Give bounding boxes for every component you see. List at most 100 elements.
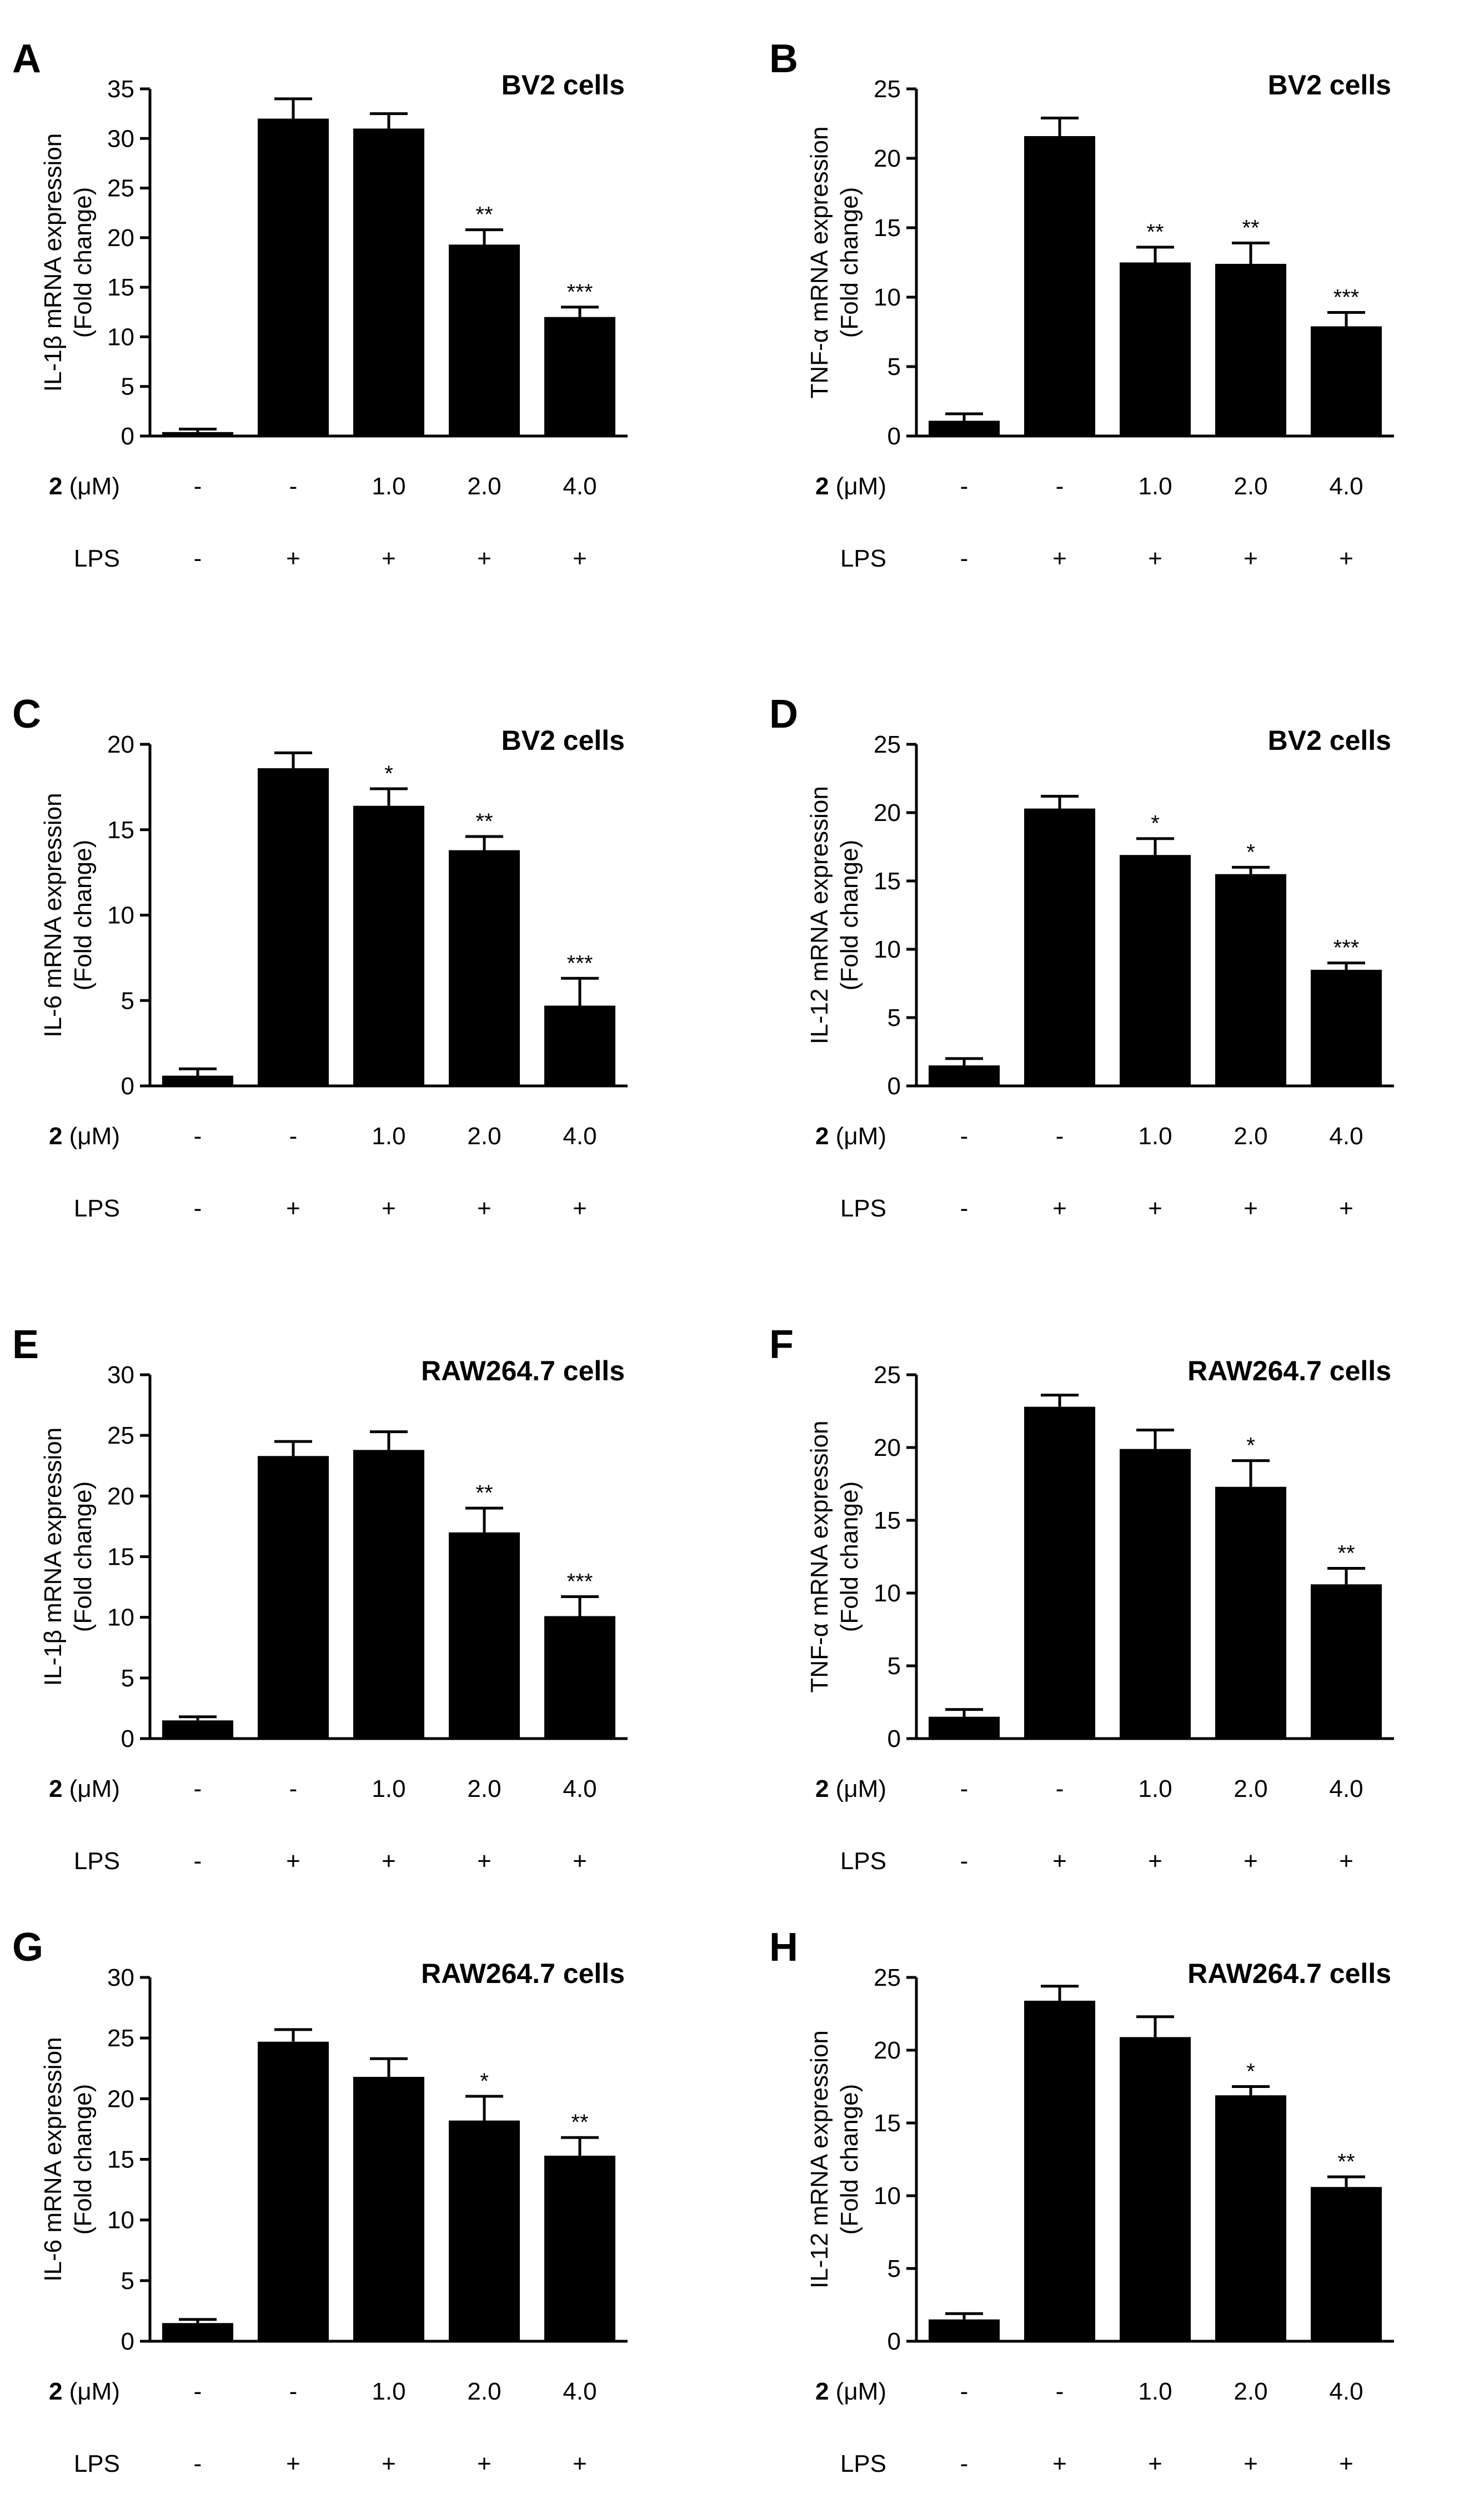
panel-letter: E xyxy=(12,1323,39,1367)
y-tick-label: 25 xyxy=(874,731,901,758)
dose-value: - xyxy=(289,1123,298,1150)
lps-state: - xyxy=(960,2450,969,2477)
significance-marker: ** xyxy=(475,809,493,834)
bar xyxy=(1120,855,1191,1086)
lps-state: + xyxy=(1148,545,1162,572)
panel-letter: A xyxy=(12,37,41,81)
lps-state: + xyxy=(1052,1195,1067,1222)
y-tick-label: 5 xyxy=(121,373,134,400)
bar xyxy=(1311,1584,1382,1739)
y-axis-label-line1: IL-12 mRNA expression xyxy=(806,2030,833,2288)
y-axis-label-line1: IL-12 mRNA expression xyxy=(806,786,833,1044)
y-axis-label-line1: IL-6 mRNA expression xyxy=(39,793,67,1037)
dose-value: - xyxy=(960,2378,969,2405)
bar xyxy=(353,2077,424,2341)
y-tick-label: 15 xyxy=(874,214,901,242)
significance-marker: * xyxy=(480,2069,489,2094)
dose-value: 2.0 xyxy=(467,2378,501,2405)
bar xyxy=(929,420,1000,436)
dose-value: - xyxy=(289,473,298,500)
significance-marker: ** xyxy=(571,2110,588,2135)
dose-value: 1.0 xyxy=(1138,473,1172,500)
dose-value: - xyxy=(194,473,202,500)
bar xyxy=(544,2155,615,2341)
lps-state: + xyxy=(1148,1195,1162,1222)
lps-state: + xyxy=(1244,545,1258,572)
bar xyxy=(449,1532,520,1739)
y-axis-label: IL-1β mRNA expression (Fold change) xyxy=(39,133,97,392)
lps-state: + xyxy=(573,545,587,572)
bar xyxy=(258,118,329,437)
cell-type-title: BV2 cells xyxy=(1268,69,1391,101)
bar xyxy=(1311,2187,1382,2341)
compound-number: 2 xyxy=(815,1775,829,1802)
bar xyxy=(162,1720,233,1739)
y-axis-label-line2: (Fold change) xyxy=(836,840,863,990)
lps-row-label: LPS xyxy=(74,545,120,572)
y-tick-label: 20 xyxy=(874,1434,901,1461)
compound-unit: (μM) xyxy=(829,2378,886,2405)
y-tick-label: 30 xyxy=(107,1964,134,1991)
lps-state: + xyxy=(573,2450,587,2477)
lps-state: + xyxy=(382,1195,396,1222)
compound-row-label: 2 (μM) xyxy=(815,1775,886,1802)
y-axis-label: IL-12 mRNA expression (Fold change) xyxy=(806,2030,863,2288)
y-axis-label-line1: IL-1β mRNA expression xyxy=(39,1428,67,1686)
compound-number: 2 xyxy=(49,1775,62,1802)
significance-marker: *** xyxy=(1333,286,1360,310)
y-axis-label: IL-6 mRNA expression (Fold change) xyxy=(39,793,97,1037)
bar xyxy=(258,1456,329,1739)
dose-value: - xyxy=(194,1123,202,1150)
dose-value: 2.0 xyxy=(1234,473,1267,500)
bar xyxy=(1215,264,1286,436)
y-tick-label: 5 xyxy=(888,353,901,380)
y-tick-label: 25 xyxy=(107,2025,134,2052)
cell-type-title: BV2 cells xyxy=(1268,725,1391,756)
lps-state: + xyxy=(382,2450,396,2477)
y-axis-label: IL-1β mRNA expression (Fold change) xyxy=(39,1428,97,1686)
compound-number: 2 xyxy=(49,2378,62,2405)
lps-state: + xyxy=(1052,545,1067,572)
significance-marker: ** xyxy=(475,203,493,227)
dose-value: - xyxy=(1056,1123,1064,1150)
chart-panel-d: D BV2 cells 0 5 10 15 20 25 IL-12 mRNA expressio… xyxy=(769,692,1394,1222)
dose-value: - xyxy=(289,1775,298,1802)
chart-panel-h: H RAW264.7 cells 0 5 10 15 20 25 IL-12 mRNA expr… xyxy=(769,1925,1394,2477)
compound-number: 2 xyxy=(815,473,829,500)
bar xyxy=(449,2120,520,2341)
bar xyxy=(353,128,424,436)
y-tick-label: 10 xyxy=(874,1580,901,1607)
compound-number: 2 xyxy=(49,1123,62,1150)
y-tick-label: 20 xyxy=(107,224,134,252)
dose-value: 2.0 xyxy=(1234,1123,1267,1150)
dose-value: 1.0 xyxy=(1138,2378,1172,2405)
dose-value: 2.0 xyxy=(1234,2378,1267,2405)
y-axis-label-line2: (Fold change) xyxy=(69,840,97,990)
dose-value: 1.0 xyxy=(372,2378,405,2405)
y-tick-label: 15 xyxy=(874,2110,901,2137)
lps-state: + xyxy=(1244,2450,1258,2477)
significance-marker: *** xyxy=(567,1570,593,1594)
y-tick-label: 25 xyxy=(874,76,901,103)
dose-value: 1.0 xyxy=(1138,1775,1172,1802)
lps-state: + xyxy=(1339,1195,1353,1222)
compound-row-label: 2 (μM) xyxy=(815,1123,886,1150)
chart-panel-g: G RAW264.7 cells 0 5 10 15 20 25 30 IL-6 mRNA exp… xyxy=(12,1925,628,2477)
compound-row-label: 2 (μM) xyxy=(49,2378,120,2405)
lps-state: - xyxy=(960,545,969,572)
dose-value: - xyxy=(1056,473,1064,500)
compound-unit: (μM) xyxy=(62,2378,120,2405)
y-tick-label: 25 xyxy=(874,1964,901,1991)
y-tick-label: 5 xyxy=(121,987,134,1014)
lps-state: + xyxy=(286,545,300,572)
y-tick-label: 30 xyxy=(107,125,134,152)
bar xyxy=(1120,2037,1191,2341)
y-tick-label: 35 xyxy=(107,76,134,103)
panel-letter: G xyxy=(12,1925,43,1970)
chart-panel-b: B BV2 cells 0 5 10 15 20 25 TNF-α mRNA expressio… xyxy=(769,37,1394,572)
dose-value: - xyxy=(289,2378,298,2405)
dose-value: 1.0 xyxy=(372,1123,405,1150)
y-tick-label: 10 xyxy=(874,2182,901,2210)
bar xyxy=(353,805,424,1086)
significance-marker: *** xyxy=(567,951,593,975)
